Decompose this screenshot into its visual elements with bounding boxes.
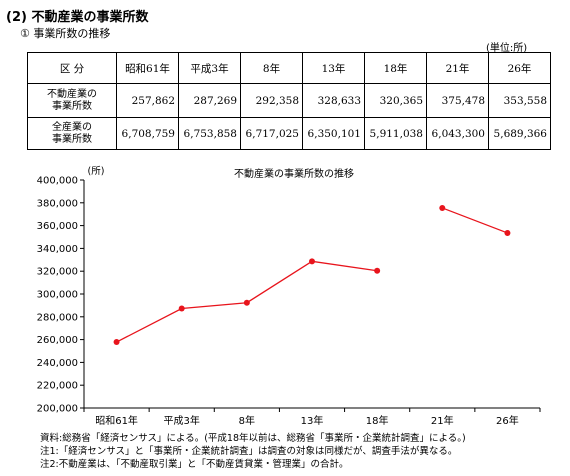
y-tick-label: 340,000 (37, 244, 78, 255)
data-point (113, 339, 120, 346)
y-tick-label: 300,000 (37, 290, 78, 301)
x-tick-label: 26年 (496, 414, 519, 427)
y-tick-label: 380,000 (37, 198, 78, 209)
series-segment-line (442, 207, 508, 234)
row-header-line: 全産業の (52, 121, 92, 133)
y-tick-label: 280,000 (37, 312, 78, 323)
table-cell: 257,862 (116, 83, 179, 118)
table-cell: 6,753,858 (178, 117, 241, 150)
column-header: 26年 (488, 52, 551, 84)
column-header: 昭和61年 (116, 52, 179, 84)
data-point (439, 204, 446, 211)
establishments-table: 区 分 昭和61年 平成3年 8年 13年 18年 21年 26年 不動産業の … (27, 52, 551, 150)
y-tick-label: 240,000 (37, 358, 78, 369)
y-tick-label: 200,000 (37, 404, 78, 415)
data-point (178, 305, 185, 312)
x-tick-label: 昭和61年 (95, 414, 138, 427)
table-cell: 6,717,025 (240, 117, 303, 150)
table-cell: 320,365 (364, 83, 427, 118)
table-cell: 6,350,101 (302, 117, 365, 150)
x-tick-label: 13年 (301, 414, 324, 427)
x-axis: 昭和61年 平成3年 8年 13年 18年 21年 26年 (83, 407, 541, 427)
row-header-line: 事業所数 (52, 133, 92, 145)
chart-title: 不動産業の事業所数の推移 (234, 167, 354, 180)
data-point (504, 229, 511, 236)
y-tick-label: 260,000 (37, 335, 78, 346)
y-tick-label: 320,000 (37, 267, 78, 278)
subsection-heading: ① 事業所数の推移 (20, 27, 111, 40)
column-header: 8年 (240, 52, 303, 84)
column-header: 13年 (302, 52, 365, 84)
data-point (309, 258, 315, 265)
data-point (374, 267, 381, 274)
notes: 資料:総務省「経済センサス」による。(平成18年以前は、総務省「事業所・企業統計… (40, 432, 466, 471)
source-note: 資料:総務省「経済センサス」による。(平成18年以前は、総務省「事業所・企業統計… (40, 433, 466, 444)
table-cell: 287,269 (178, 83, 241, 118)
row-header: 不動産業の 事業所数 (27, 83, 117, 118)
column-header: 21年 (426, 52, 489, 84)
note-2: 注2:不動産業は、「不動産取引業」と「不動産賃貸業・管理業」の合計。 (40, 459, 349, 470)
y-axis-label: (所) (88, 166, 105, 177)
column-header: 18年 (364, 52, 427, 84)
section-heading: (2) 不動産業の事業所数 (6, 10, 149, 25)
unit-label: (単位:所) (486, 43, 528, 54)
x-tick-label: 18年 (366, 414, 389, 427)
column-header: 平成3年 (178, 52, 241, 84)
row-header-line: 不動産業の (47, 88, 97, 100)
table-cell: 292,358 (240, 83, 303, 118)
table-cell: 6,708,759 (116, 117, 179, 150)
row-header-line: 事業所数 (52, 100, 92, 112)
table-corner-cell: 区 分 (27, 52, 117, 84)
note-1: 注1:「経済センサス」と「事業所・企業統計調査」は調査の対象は同様だが、調査手法… (40, 446, 458, 457)
table-cell: 375,478 (426, 83, 489, 118)
table-cell: 5,689,366 (488, 117, 551, 150)
x-tick-label: 8年 (239, 414, 255, 427)
table-cell: 328,633 (302, 83, 365, 118)
line-chart: 不動産業の事業所数の推移 (所) 200,000 220,000 240,000 26… (37, 166, 541, 427)
x-tick-label: 平成3年 (164, 414, 200, 427)
table-header-row: 区 分 昭和61年 平成3年 8年 13年 18年 21年 26年 (27, 52, 551, 84)
table-row-all-industries: 全産業の 事業所数 6,708,759 6,753,858 6,717,025 … (27, 117, 551, 150)
y-tick-label: 220,000 (37, 381, 78, 392)
table-cell: 5,911,038 (364, 117, 427, 150)
table-cell: 6,043,300 (426, 117, 489, 150)
row-header: 全産業の 事業所数 (27, 117, 117, 150)
table-cell: 353,558 (488, 83, 551, 118)
y-tick-label: 360,000 (37, 221, 78, 232)
table-row-real-estate: 不動産業の 事業所数 257,862 287,269 292,358 328,6… (27, 83, 551, 118)
y-tick-label: 400,000 (37, 176, 78, 187)
series-line (113, 204, 511, 346)
y-axis: 200,000 220,000 240,000 260,000 280,000 300,0… (37, 176, 85, 415)
data-point (243, 299, 250, 306)
x-tick-label: 21年 (431, 414, 454, 427)
